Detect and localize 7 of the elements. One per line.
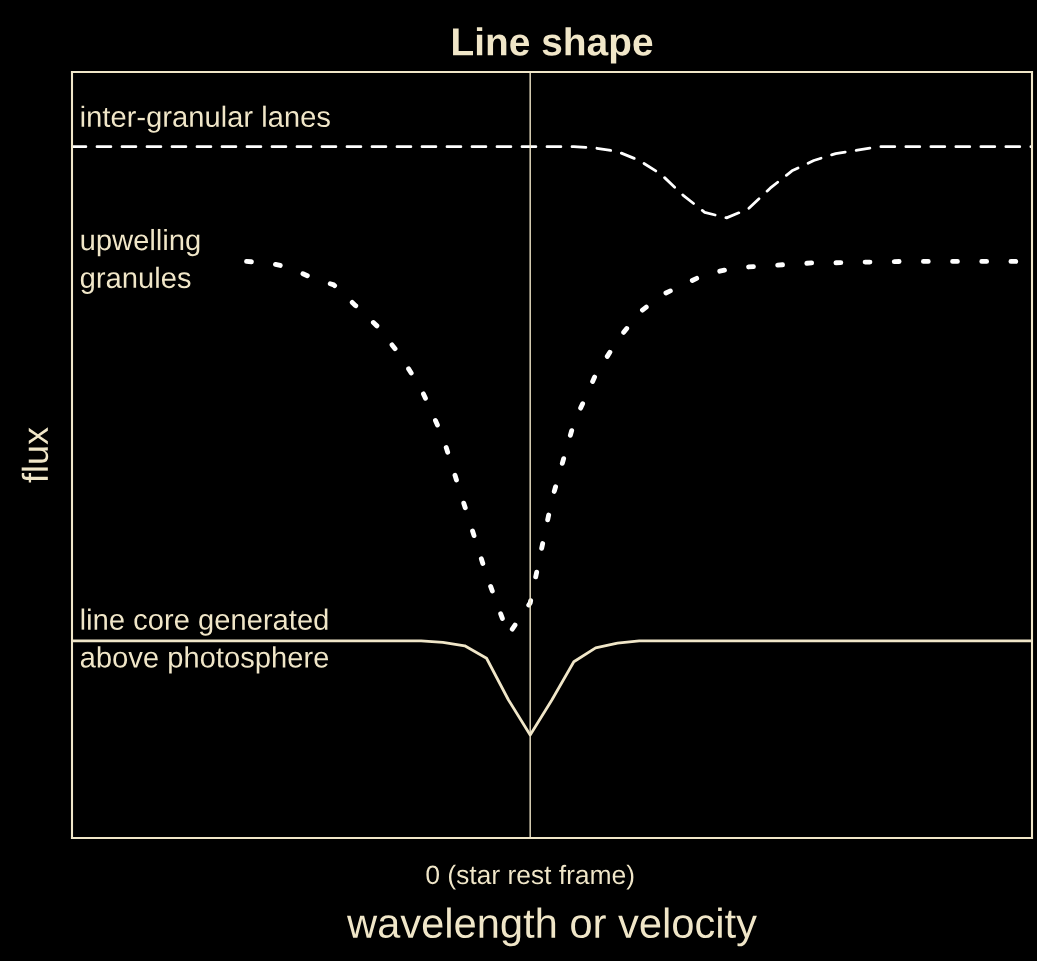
series-label: upwelling granules	[80, 228, 200, 294]
y-axis-title: flux	[21, 427, 49, 483]
text: 0 (star rest frame)	[426, 864, 634, 890]
series-label: line core generated above photosphere	[80, 608, 329, 674]
x-axis-title: wavelength or velocity	[346, 907, 757, 947]
series-label: inter-granular lanes	[81, 105, 330, 133]
chart-title: Line shape	[453, 27, 653, 64]
